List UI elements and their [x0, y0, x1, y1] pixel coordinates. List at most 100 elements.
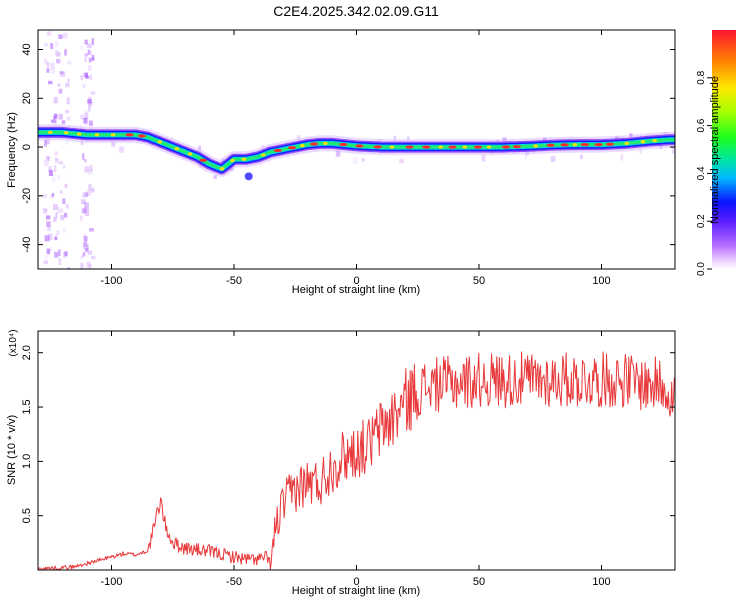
noise-cell [53, 216, 57, 223]
noise-cell [80, 75, 83, 81]
noise-cell [46, 248, 50, 254]
noise-cell [50, 43, 54, 50]
noise-cell [83, 117, 88, 124]
noise-cell [393, 135, 397, 142]
hotspot [76, 132, 82, 136]
hotspot [512, 145, 521, 149]
y-tick-label: -20 [21, 188, 33, 204]
colorbar: 0.0 0.2 0.4 0.6 0.8 Normalized spectral ampl… [696, 30, 736, 276]
noise-cell [57, 83, 61, 87]
noise-cell [53, 165, 57, 173]
noise-cell [90, 255, 96, 260]
x-tick-label: -50 [226, 275, 242, 287]
noise-cell [87, 65, 92, 71]
noise-cell [84, 166, 90, 173]
hotspot [640, 140, 646, 144]
noise-cell [59, 161, 64, 165]
noise-cell [57, 206, 60, 214]
noise-cell [84, 159, 87, 163]
noise-cell [55, 157, 58, 162]
noise-cell [86, 261, 91, 268]
noise-cell [46, 221, 51, 228]
colorbar-tick-label: 0.4 [696, 166, 707, 180]
noise-cell [53, 116, 57, 124]
noise-cell [59, 190, 64, 194]
hotspot [533, 144, 538, 148]
noise-cell [61, 120, 66, 125]
noise-cell [81, 153, 85, 160]
hotspot [605, 142, 614, 146]
noise-cell [84, 245, 87, 250]
hotspot [174, 147, 180, 151]
noise-cell [86, 43, 91, 49]
noise-cell [91, 54, 95, 61]
noise-cell [119, 146, 124, 153]
hotspot [355, 144, 364, 148]
noise-cell [83, 267, 87, 269]
noise-cell [88, 169, 93, 175]
hotspot [273, 148, 282, 153]
hotspot [125, 133, 134, 137]
noise-cell [85, 109, 88, 115]
noise-cell [54, 40, 59, 48]
noise-cell [53, 204, 58, 211]
noise-cell [80, 262, 84, 269]
noise-cell [58, 88, 63, 94]
noise-cell [63, 32, 68, 39]
hotspot [241, 157, 247, 161]
noise-cell [49, 247, 52, 252]
noise-cell [83, 240, 88, 248]
noise-cell [54, 268, 58, 269]
noise-cell [56, 52, 61, 57]
hotspot [462, 145, 468, 149]
hotspot [438, 145, 444, 149]
noise-cell [52, 177, 56, 182]
hotspot [422, 145, 431, 149]
noise-cell [47, 233, 53, 241]
noise-cell [79, 215, 83, 221]
hotspot [287, 146, 296, 150]
noise-cell [89, 74, 92, 80]
noise-cell [84, 207, 87, 214]
hotspot [300, 144, 305, 148]
noise-cell [88, 97, 92, 101]
noise-cell [51, 67, 56, 74]
noise-cell [81, 208, 86, 214]
noise-cell [88, 95, 92, 102]
noise-cell [88, 264, 92, 269]
noise-cell [85, 119, 89, 126]
x-tick-label: 50 [473, 275, 485, 287]
hotspot [110, 133, 116, 137]
noise-cell [57, 174, 61, 179]
noise-cell [89, 43, 93, 49]
noise-cell [62, 227, 66, 233]
y-tick-label: 0 [21, 144, 33, 150]
noise-cell [62, 198, 66, 205]
hotspot [187, 152, 193, 156]
noise-cell [87, 49, 91, 55]
noise-cell [64, 251, 68, 257]
noise-cell [47, 157, 50, 161]
snr-panel: -100 -50 0 50 100 0.5 1.0 1.5 2.0 Height of stra… [6, 329, 676, 597]
colorbar-tick-label: 0.6 [696, 118, 707, 132]
hotspot [199, 158, 208, 162]
noise-cell [43, 255, 49, 259]
noise-cell [620, 154, 624, 161]
noise-cell [65, 141, 69, 145]
hotspot [389, 145, 395, 149]
noise-cell [51, 192, 55, 197]
noise-cell [65, 204, 70, 209]
noise-cell [399, 158, 404, 164]
noise-cell [65, 110, 70, 114]
hotspot [310, 142, 319, 146]
noise-cell [88, 120, 93, 126]
hotspot [580, 143, 589, 147]
noise-cell [50, 119, 54, 123]
noise-cell [88, 57, 91, 63]
noise-cell [54, 252, 59, 258]
noise-cell [67, 78, 70, 83]
hotspot [230, 158, 235, 163]
x-tick-label: 50 [473, 576, 485, 588]
noise-cell [53, 96, 58, 104]
x-tick-label: -50 [226, 576, 242, 588]
